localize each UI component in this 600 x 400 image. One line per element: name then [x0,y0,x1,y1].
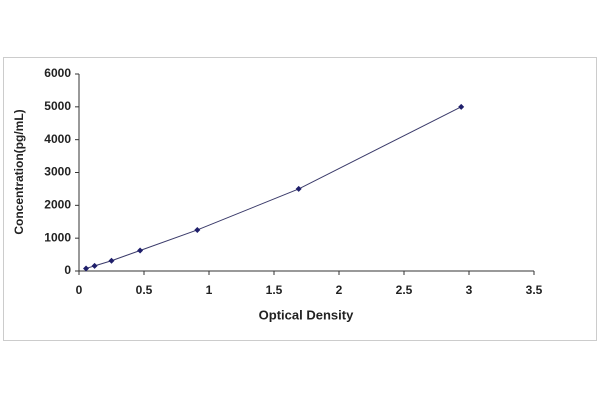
x-tick-label: 3 [466,283,473,297]
chart-frame [3,57,597,341]
y-axis-label: Concentration(pg/mL) [12,109,26,234]
x-tick-label: 1 [206,283,213,297]
x-tick-label: 1.5 [266,283,283,297]
y-tick-label: 1000 [44,230,71,244]
data-point [295,185,302,192]
x-tick-label: 3.5 [526,283,543,297]
data-point [458,103,465,110]
x-tick-label: 0.5 [136,283,153,297]
y-tick-label: 4000 [44,132,71,146]
y-tick-label: 5000 [44,99,71,113]
x-tick-label: 2.5 [396,283,413,297]
y-tick-label: 6000 [44,66,71,80]
fit-line [85,106,462,269]
x-axis-label: Optical Density [259,307,354,322]
x-tick-label: 0 [76,283,83,297]
x-tick-label: 2 [336,283,343,297]
y-tick-label: 2000 [44,198,71,212]
data-point [194,226,201,233]
data-point [137,247,144,254]
y-tick-label: 3000 [44,165,71,179]
data-point [91,262,98,269]
y-tick-label: 0 [64,263,71,277]
data-point [108,257,115,264]
data-point [83,265,90,272]
